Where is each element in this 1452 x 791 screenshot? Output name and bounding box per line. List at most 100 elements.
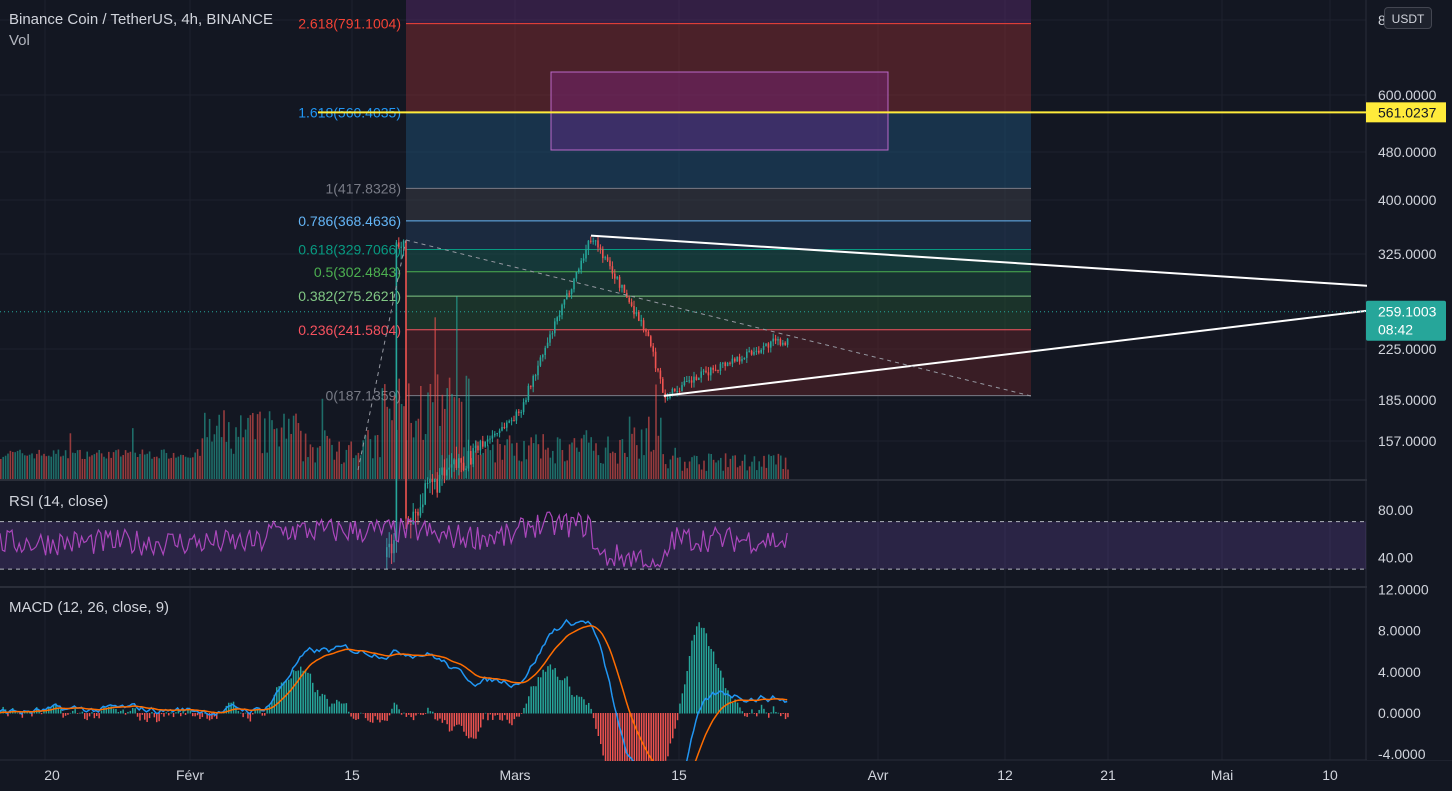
- volume-bar: [388, 408, 391, 479]
- macd-histogram-bar: [249, 713, 252, 722]
- fib-trend-dashed-line: [357, 239, 407, 471]
- macd-histogram-bar: [43, 709, 45, 714]
- volume-bar: [662, 454, 664, 479]
- volume-bar: [144, 454, 146, 479]
- volume-bar: [12, 451, 14, 479]
- price-axis-label: 325.0000: [1378, 246, 1437, 262]
- volume-bar: [559, 438, 561, 479]
- candle-body: [734, 358, 736, 362]
- macd-histogram-bar: [67, 713, 69, 715]
- volume-bar: [69, 433, 72, 479]
- volume-bar: [256, 414, 259, 479]
- macd-histogram-bar: [710, 648, 712, 714]
- macd-histogram-bar: [16, 712, 19, 714]
- volume-bar: [252, 412, 254, 479]
- macd-histogram-bar: [537, 677, 540, 714]
- macd-histogram-bar: [285, 680, 288, 714]
- macd-histogram-bar: [624, 713, 626, 791]
- last-price-badge: [1366, 300, 1446, 341]
- macd-histogram-bar: [787, 713, 789, 718]
- macd-histogram-bar: [552, 669, 554, 714]
- macd-histogram-bar: [655, 713, 657, 765]
- volume-bar: [696, 455, 698, 479]
- volume-bar: [103, 456, 105, 479]
- volume-bar: [652, 449, 655, 479]
- volume-bar: [290, 433, 292, 479]
- volume-bar: [456, 296, 458, 479]
- macd-histogram-bar: [434, 713, 436, 720]
- price-axis-label: 480.0000: [1378, 144, 1437, 160]
- macd-histogram-bar: [225, 705, 228, 714]
- candle-body: [710, 367, 712, 376]
- volume-bar: [333, 459, 336, 479]
- macd-histogram-bar: [319, 696, 321, 714]
- macd-histogram-bar: [31, 713, 33, 717]
- macd-histogram-bar: [693, 634, 696, 714]
- volume-bar: [715, 462, 717, 479]
- candle-body: [726, 362, 729, 367]
- macd-histogram-bar: [100, 710, 103, 714]
- macd-histogram-bar: [681, 693, 684, 714]
- volume-bar: [398, 378, 400, 479]
- volume-bar: [4, 455, 7, 479]
- volume-bar: [763, 455, 765, 479]
- volume-bar: [672, 455, 674, 479]
- candle-body: [705, 370, 707, 373]
- volume-bar: [780, 455, 782, 479]
- volume-bar: [547, 447, 549, 479]
- candle-body: [765, 343, 767, 347]
- candle-body: [779, 339, 782, 345]
- volume-bar: [499, 444, 501, 479]
- volume-bar: [175, 457, 177, 479]
- macd-histogram-bar: [724, 688, 727, 714]
- candle-body: [714, 369, 717, 371]
- candle-body: [534, 375, 537, 377]
- rsi-band: [0, 521, 1366, 570]
- macd-histogram-bar: [597, 713, 600, 737]
- macd-histogram-bar: [626, 713, 628, 791]
- macd-histogram-bar: [768, 713, 770, 718]
- volume-bar: [348, 445, 350, 479]
- macd-histogram-bar: [64, 713, 67, 716]
- volume-bar: [777, 453, 780, 479]
- volume-bar: [708, 453, 710, 479]
- volume-bar: [427, 392, 429, 479]
- fib-zone: [406, 188, 1031, 221]
- macd-histogram-bar: [456, 713, 458, 725]
- candle-body: [508, 421, 510, 423]
- macd-histogram-bar: [72, 710, 74, 714]
- price-axis-label: 157.0000: [1378, 433, 1437, 449]
- volume-bar: [528, 445, 530, 479]
- volume-bar: [189, 457, 192, 479]
- candle-body: [618, 276, 621, 288]
- volume-bar: [105, 458, 108, 479]
- macd-histogram-bar: [496, 713, 499, 715]
- candle-body: [628, 297, 630, 303]
- macd-histogram-bar: [453, 713, 456, 727]
- macd-histogram-bar: [314, 692, 316, 714]
- volume-bar: [242, 437, 244, 479]
- macd-histogram-bar: [732, 702, 734, 714]
- volume-bar: [141, 449, 144, 479]
- candle-body: [443, 467, 446, 476]
- candle-body: [693, 376, 695, 383]
- volume-bar: [475, 440, 477, 479]
- volume-bar: [571, 442, 573, 479]
- candle-body: [465, 468, 467, 470]
- candle-body: [686, 381, 688, 383]
- volume-bar: [50, 456, 52, 479]
- macd-histogram-bar: [489, 713, 492, 715]
- macd-histogram-bar: [216, 713, 218, 719]
- candle-body: [597, 240, 599, 248]
- price-axis: 600.0000 480.0000 400.0000 325.0000 225.0000…: [1378, 12, 1437, 762]
- candle-body: [782, 342, 784, 345]
- volume-bar: [604, 447, 607, 479]
- macd-histogram-bar: [50, 708, 52, 714]
- currency-selector[interactable]: USDT: [1384, 7, 1432, 29]
- candle-body: [448, 467, 450, 470]
- volume-bar: [602, 463, 604, 479]
- candle-body: [544, 347, 546, 356]
- candle-body: [645, 329, 647, 332]
- macd-histogram-bar: [76, 713, 79, 714]
